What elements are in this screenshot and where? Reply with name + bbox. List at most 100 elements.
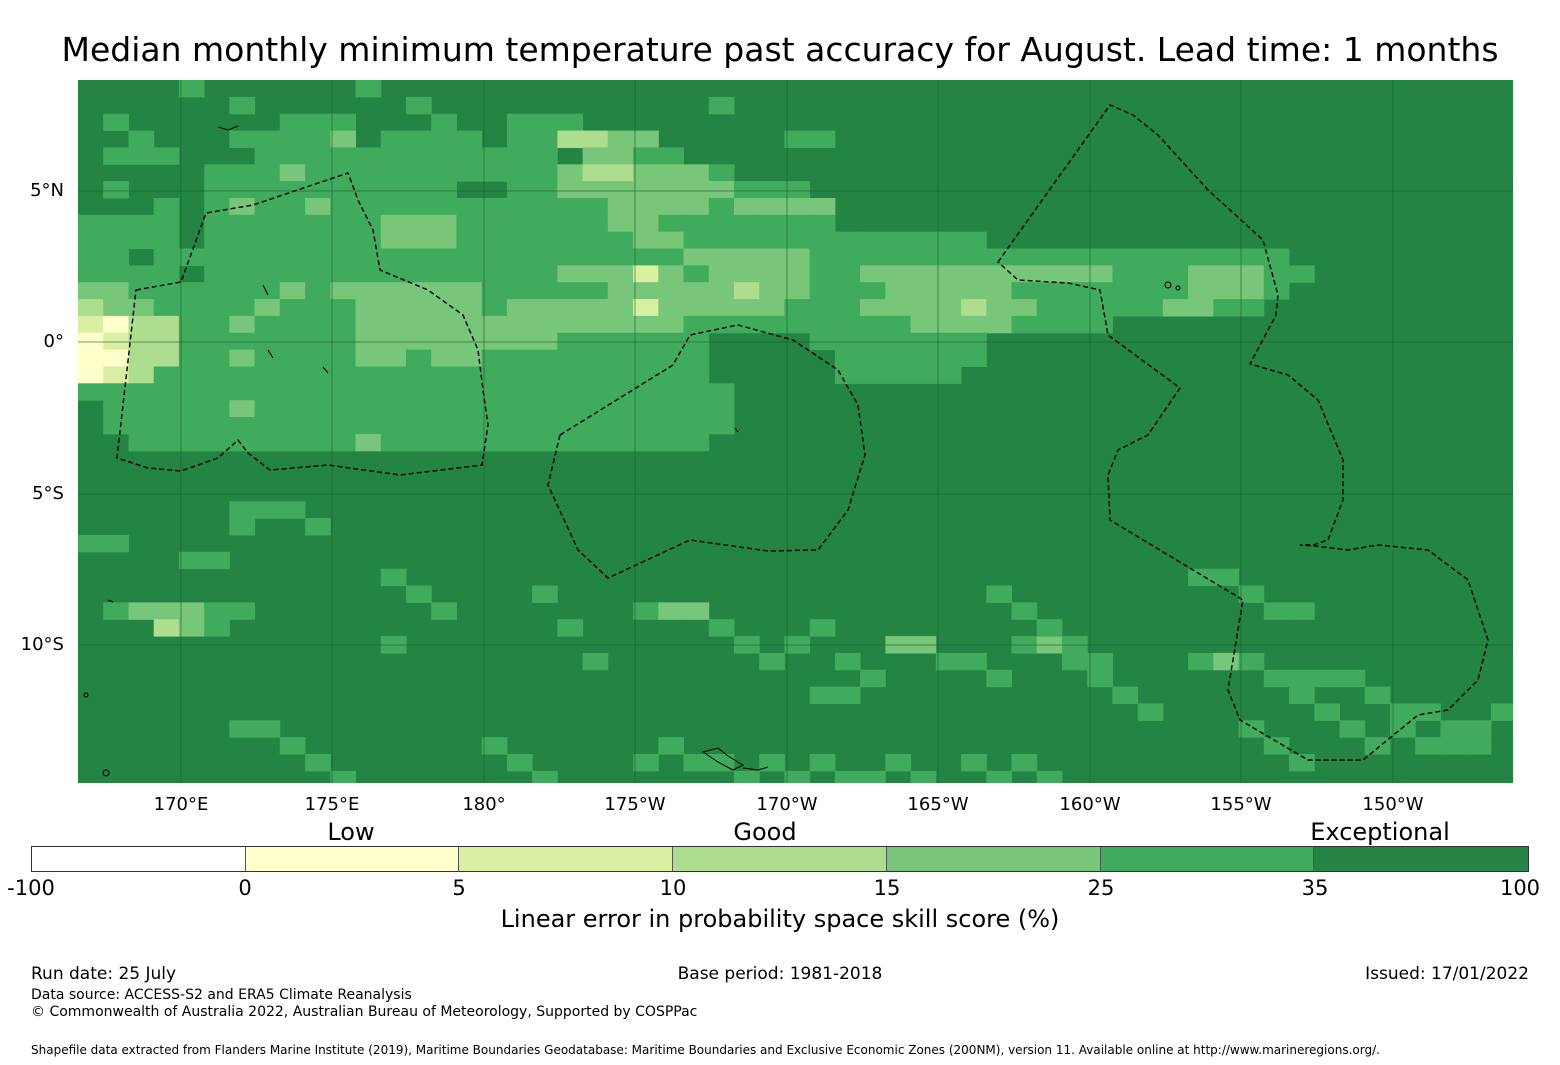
skill-cell <box>380 214 407 233</box>
skill-cell <box>506 366 533 384</box>
skill-cell <box>582 198 609 216</box>
skill-cell <box>582 400 609 418</box>
skill-cell <box>204 282 230 300</box>
skill-cell <box>279 501 306 519</box>
skill-cell <box>910 299 937 317</box>
skill-cell <box>229 383 256 401</box>
skill-cell <box>809 248 836 266</box>
skill-cell <box>683 366 710 384</box>
skill-cell <box>784 248 811 266</box>
skill-cell <box>153 366 180 384</box>
lon-label-175e: 175°E <box>304 794 360 815</box>
skill-cell <box>355 198 382 216</box>
lat-label-5s: 5°S <box>32 483 64 504</box>
skill-cell <box>1289 265 1315 283</box>
skill-cell <box>1112 265 1139 283</box>
skill-cell <box>481 349 508 367</box>
skill-cell <box>809 198 836 216</box>
skill-cell <box>178 80 205 98</box>
skill-cell <box>658 417 684 435</box>
skill-cell <box>254 299 281 317</box>
skill-cell <box>986 669 1012 688</box>
skill-cell <box>1415 737 1441 755</box>
skill-cell <box>153 417 180 435</box>
skill-cell <box>78 265 104 283</box>
lon-label-170w: 170°W <box>756 794 818 815</box>
skill-cell <box>279 231 306 250</box>
skill-cell <box>633 349 659 367</box>
skill-cell <box>582 383 609 401</box>
lon-label-175w: 175°W <box>604 794 666 815</box>
skill-cell <box>254 349 281 367</box>
skill-cell <box>658 181 684 199</box>
skill-cell <box>633 383 659 401</box>
tick-label: 10 <box>659 876 687 900</box>
skill-cell <box>607 417 634 435</box>
skill-cell <box>784 214 811 233</box>
skill-cell <box>1011 299 1038 317</box>
skill-cell <box>103 602 129 620</box>
skill-cell <box>557 366 584 384</box>
skill-cell <box>254 720 281 738</box>
colorbar-segment-25-35 <box>1100 847 1315 871</box>
skill-cell <box>431 383 457 401</box>
skill-cell <box>355 315 382 334</box>
skill-cell <box>986 585 1012 603</box>
skill-cell <box>708 181 735 199</box>
skill-cell <box>961 652 987 671</box>
skill-cell <box>607 383 634 401</box>
skill-cell <box>305 366 331 384</box>
skill-cell <box>355 417 382 435</box>
skill-cell <box>431 299 457 317</box>
skill-cell <box>406 181 432 199</box>
shapefile-credit: Shapefile data extracted from Flanders M… <box>31 1043 1380 1057</box>
skill-cell <box>204 383 230 401</box>
skill-cell <box>1062 248 1088 266</box>
skill-cell <box>78 383 104 401</box>
skill-cell <box>961 248 987 266</box>
skill-cell <box>380 383 407 401</box>
skill-cell <box>330 214 356 233</box>
skill-cell <box>380 282 407 300</box>
skill-cell <box>1137 265 1164 283</box>
skill-cell <box>1188 568 1214 587</box>
skill-cell <box>759 315 785 334</box>
skill-cell <box>784 231 811 250</box>
skill-cell <box>380 400 407 418</box>
skill-cell <box>204 315 230 334</box>
skill-cell <box>834 315 861 334</box>
skill-cell <box>229 282 256 300</box>
skill-cell <box>607 433 634 452</box>
skill-cell <box>1390 720 1416 738</box>
skill-cell <box>809 214 836 233</box>
skill-cell <box>431 198 457 216</box>
skill-cell <box>935 282 962 300</box>
skill-cell <box>860 770 886 783</box>
skill-cell <box>961 265 987 283</box>
skill-cell <box>330 383 356 401</box>
skill-cell <box>532 366 558 384</box>
skill-cell <box>1011 282 1038 300</box>
skill-cell <box>1087 652 1113 671</box>
skill-cell <box>1213 265 1239 283</box>
skill-cell <box>456 198 483 216</box>
skill-cell <box>658 315 684 334</box>
skill-cell <box>582 265 609 283</box>
skill-cell <box>506 113 533 132</box>
skill-cell <box>456 231 483 250</box>
skill-cell <box>229 720 256 738</box>
skill-cell <box>456 299 483 317</box>
skill-cell <box>456 265 483 283</box>
skill-score-map <box>78 80 1513 783</box>
skill-cell <box>607 214 634 233</box>
category-good: Good <box>733 818 797 846</box>
skill-cell <box>935 349 962 367</box>
skill-cell <box>431 265 457 283</box>
data-source: Data source: ACCESS-S2 and ERA5 Climate … <box>31 987 412 1003</box>
skill-cell <box>759 652 785 671</box>
lon-label-150w: 150°W <box>1362 794 1424 815</box>
tick-label: -100 <box>7 876 55 900</box>
skill-cell <box>481 231 508 250</box>
skill-cell <box>78 214 104 233</box>
skill-cell <box>708 164 735 182</box>
